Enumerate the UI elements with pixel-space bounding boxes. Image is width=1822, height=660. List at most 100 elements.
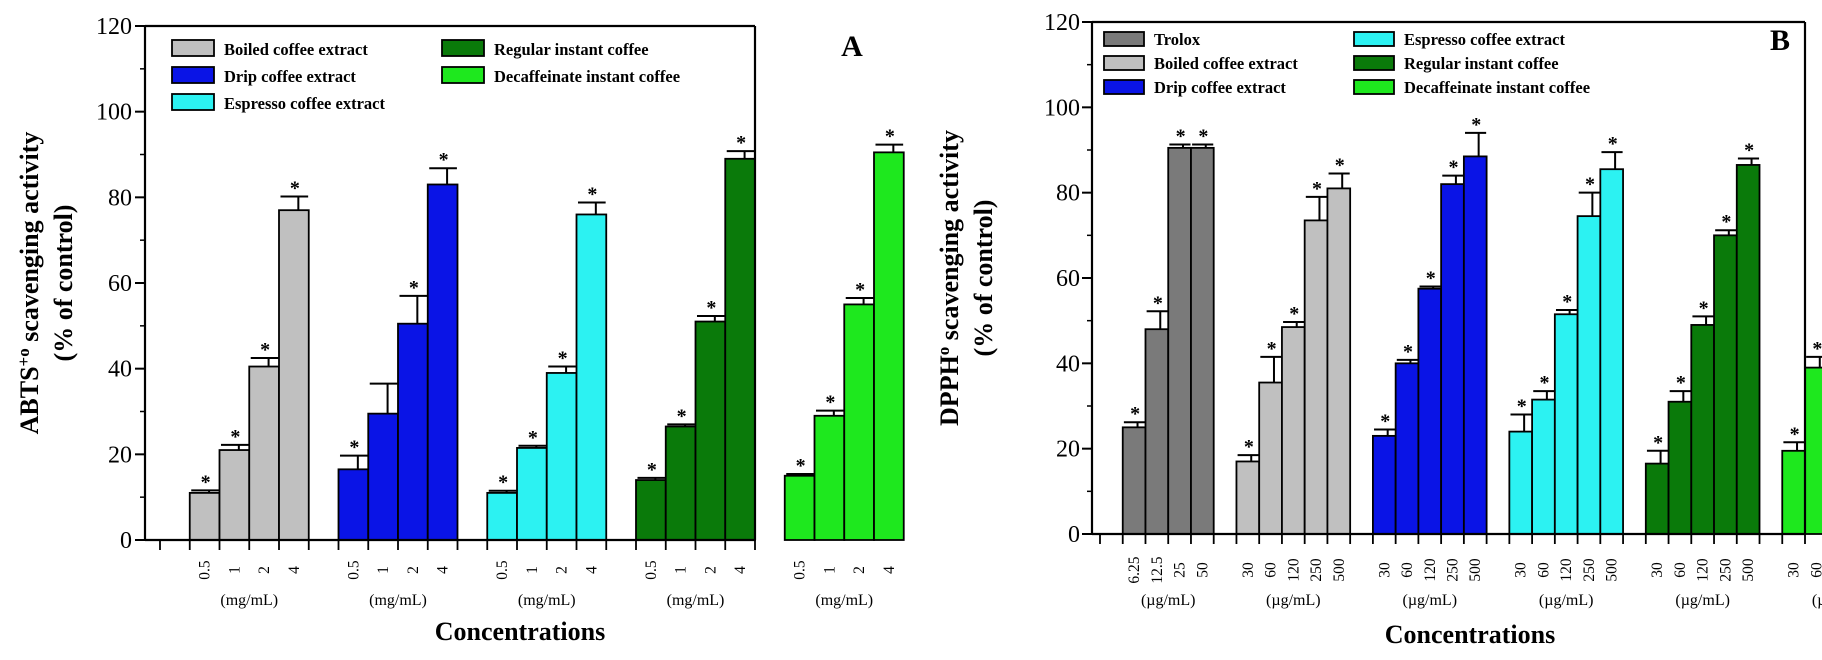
x-tick-label: 0.5 — [345, 560, 362, 580]
legend-swatch — [1103, 79, 1145, 95]
significance-star: * — [409, 277, 419, 299]
panel-letter: A — [841, 30, 863, 63]
significance-star: * — [1153, 292, 1163, 314]
x-tick-label: 500 — [1331, 558, 1348, 582]
bar — [248, 365, 280, 541]
significance-star: * — [528, 427, 538, 449]
y-tick-label: 120 — [96, 14, 132, 40]
significance-star: * — [1471, 114, 1481, 136]
legend-swatch — [441, 66, 485, 84]
bar — [1303, 219, 1329, 535]
legend-label: Espresso coffee extract — [1404, 30, 1565, 49]
group-unit-label: (mg/mL) — [369, 592, 427, 609]
y-axis-label-rest: scavenging activity — [15, 132, 44, 349]
y-tick-label: 0 — [120, 528, 132, 554]
legend-swatch — [1103, 55, 1145, 71]
y-axis-label-main: ABTS — [15, 366, 44, 434]
significance-star: * — [201, 471, 211, 493]
bar — [664, 425, 697, 541]
significance-star: * — [498, 472, 508, 494]
legend-label: Decaffeinate instant coffee — [1404, 78, 1590, 97]
bar — [367, 412, 399, 541]
x-tick-label: 120 — [1695, 558, 1712, 582]
legend-swatch — [441, 39, 485, 57]
legend-swatch — [171, 93, 215, 111]
x-tick-label: 60 — [1808, 562, 1822, 578]
significance-star: * — [1244, 436, 1254, 458]
y-axis-label-line1: ABTS+o scavenging activity — [14, 132, 45, 435]
x-tick-label: 250 — [1717, 558, 1734, 582]
x-tick-label: 4 — [732, 566, 749, 574]
group-unit-label: (mg/mL) — [220, 592, 278, 609]
significance-star: * — [1653, 432, 1663, 454]
bar — [1644, 462, 1670, 535]
bar — [545, 372, 578, 541]
significance-star: * — [1562, 291, 1572, 313]
bar — [1326, 187, 1352, 535]
bar — [1690, 324, 1715, 535]
legend-label: Boiled coffee extract — [224, 40, 368, 59]
significance-star: * — [1790, 423, 1800, 445]
x-tick-label: 1 — [673, 566, 690, 574]
x-tick-label: 120 — [1285, 558, 1302, 582]
x-tick-label: 4 — [583, 566, 600, 574]
significance-star: * — [1403, 341, 1413, 363]
y-tick-label: 0 — [1068, 522, 1080, 548]
legend-label: Espresso coffee extract — [224, 94, 385, 113]
bar — [486, 491, 518, 541]
bar — [1235, 460, 1261, 535]
y-tick-label: 40 — [108, 357, 132, 383]
bar — [843, 303, 875, 541]
bar — [278, 209, 310, 541]
bar — [1281, 326, 1306, 535]
legend-swatch — [1353, 31, 1395, 47]
y-tick-label: 20 — [1056, 437, 1080, 463]
x-tick-label: 30 — [1376, 562, 1393, 578]
bar — [188, 491, 221, 541]
significance-star: * — [1312, 178, 1322, 200]
significance-star: * — [647, 459, 657, 481]
significance-star: * — [1744, 140, 1754, 162]
panel-b-dpph-chart: 0 20 40 60 80 100 120 * 6.25 * 12.5 * 25 * 50 (µg/mL) * 3… — [934, 10, 1822, 649]
x-tick-label: 4 — [881, 566, 898, 574]
legend-label: Regular instant coffee — [494, 40, 649, 59]
bar — [218, 449, 251, 541]
bar — [1167, 146, 1192, 535]
x-tick-label: 12.5 — [1149, 556, 1166, 583]
bar — [873, 151, 905, 541]
legend-label: Regular instant coffee — [1404, 54, 1559, 73]
bar — [1144, 328, 1170, 535]
significance-star: * — [230, 426, 240, 448]
y-tick-label: 80 — [108, 185, 132, 211]
legend-label: Decaffeinate instant coffee — [494, 67, 680, 86]
bar — [397, 322, 429, 541]
y-tick-label: 100 — [96, 100, 132, 126]
significance-star: * — [1176, 125, 1186, 147]
y-axis-label-line2: (% of control) — [49, 205, 78, 362]
x-tick-label: 30 — [1786, 562, 1803, 578]
significance-star: * — [1289, 303, 1299, 325]
bar — [724, 157, 756, 541]
bar — [1599, 168, 1624, 535]
group-unit-label: (µg/mL) — [1266, 592, 1321, 609]
significance-star: * — [1449, 157, 1459, 179]
significance-star: * — [349, 437, 359, 459]
legend: Boiled coffee extract Drip coffee extract… — [171, 39, 680, 113]
bar — [1781, 449, 1806, 535]
group-unit-label: (µg/mL) — [1539, 592, 1594, 609]
bar — [1190, 146, 1215, 535]
legend-label: Boiled coffee extract — [1154, 54, 1298, 73]
x-tick-label: 0.5 — [494, 560, 511, 580]
x-tick-label: 30 — [1513, 562, 1530, 578]
group-unit-label: (µg/mL) — [1402, 592, 1457, 609]
bar — [1258, 381, 1283, 535]
bar — [1804, 366, 1822, 535]
significance-star: * — [1335, 154, 1345, 176]
legend-swatch — [1103, 31, 1145, 47]
significance-star: * — [1130, 403, 1140, 425]
panel-letter: B — [1770, 24, 1790, 57]
x-tick-label: 2 — [256, 566, 273, 574]
bar — [1394, 362, 1420, 535]
bar — [813, 414, 846, 541]
significance-star: * — [736, 132, 746, 154]
